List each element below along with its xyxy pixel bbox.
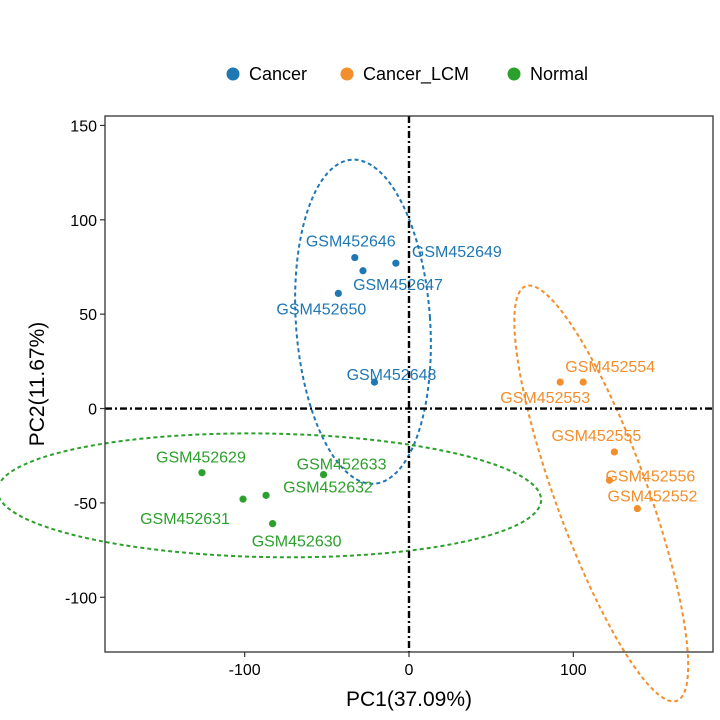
point-label-gsm452646: GSM452646 — [306, 234, 396, 251]
point-label-gsm452629: GSM452629 — [156, 450, 246, 467]
point-gsm452554 — [579, 378, 587, 386]
point-label-gsm452556: GSM452556 — [605, 469, 695, 486]
data-point-labels: GSM452646 GSM452649 GSM452647 GSM452650 GSM4… — [140, 234, 697, 551]
x-axis-label: PC1(37.09%) — [346, 688, 472, 711]
y-tick-label: -100 — [65, 590, 97, 607]
x-tick-label: 100 — [560, 662, 587, 679]
point-gsm452649 — [392, 259, 400, 267]
point-label-gsm452650: GSM452650 — [276, 301, 366, 318]
point-label-gsm452648: GSM452648 — [347, 367, 437, 384]
point-gsm452630 — [269, 520, 277, 528]
point-gsm452552 — [605, 476, 614, 484]
axes: -100 0 100 -100 -50 0 50 100 150 — [65, 118, 587, 679]
legend-label-normal: Normal — [530, 64, 588, 84]
y-tick-label: 150 — [70, 118, 97, 135]
legend-marker-normal — [507, 67, 521, 81]
point-gsm452646 — [351, 253, 359, 262]
y-tick-label: 50 — [79, 307, 97, 324]
x-tick-label: 0 — [405, 662, 414, 679]
data-points — [198, 253, 642, 528]
legend-label-cancer-lcm: Cancer_LCM — [363, 64, 469, 85]
point-label-gsm452633: GSM452633 — [297, 457, 387, 474]
point-gsm452632 — [262, 491, 270, 499]
y-tick-label: 0 — [88, 402, 97, 419]
legend-marker-cancer — [226, 67, 240, 81]
point-gsm452647 — [359, 267, 367, 275]
point-label-gsm452630: GSM452630 — [252, 534, 342, 551]
point-label-gsm452552: GSM452552 — [608, 488, 698, 505]
point-label-gsm452553: GSM452553 — [500, 390, 590, 407]
point-label-gsm452555: GSM452555 — [551, 428, 641, 445]
point-gsm452629 — [198, 469, 206, 477]
point-label-gsm452647: GSM452647 — [353, 277, 443, 294]
point-gsm452555 — [610, 448, 619, 456]
point-gsm452553 — [556, 378, 564, 386]
zero-lines — [105, 116, 713, 652]
legend-label-cancer: Cancer — [249, 64, 307, 84]
y-axis-label: PC2(11.67%) — [26, 322, 49, 447]
point-gsm452631 — [239, 495, 247, 503]
point-label-gsm452631: GSM452631 — [140, 511, 230, 528]
point-label-gsm452632: GSM452632 — [283, 479, 373, 496]
point-gsm452648 — [370, 378, 379, 386]
ellipse-cancer — [294, 158, 432, 485]
y-tick-label: -50 — [74, 496, 97, 513]
legend: Cancer Cancer_LCM Normal — [226, 64, 588, 85]
ellipse-normal — [0, 432, 543, 559]
point-gsm452556 — [633, 504, 642, 513]
point-gsm452650 — [334, 289, 342, 298]
point-label-gsm452554: GSM452554 — [565, 359, 655, 376]
x-tick-label: -100 — [229, 662, 261, 679]
y-tick-label: 100 — [70, 213, 97, 230]
legend-marker-cancer-lcm — [340, 67, 354, 81]
point-label-gsm452649: GSM452649 — [412, 244, 502, 261]
point-gsm452633 — [319, 470, 328, 479]
